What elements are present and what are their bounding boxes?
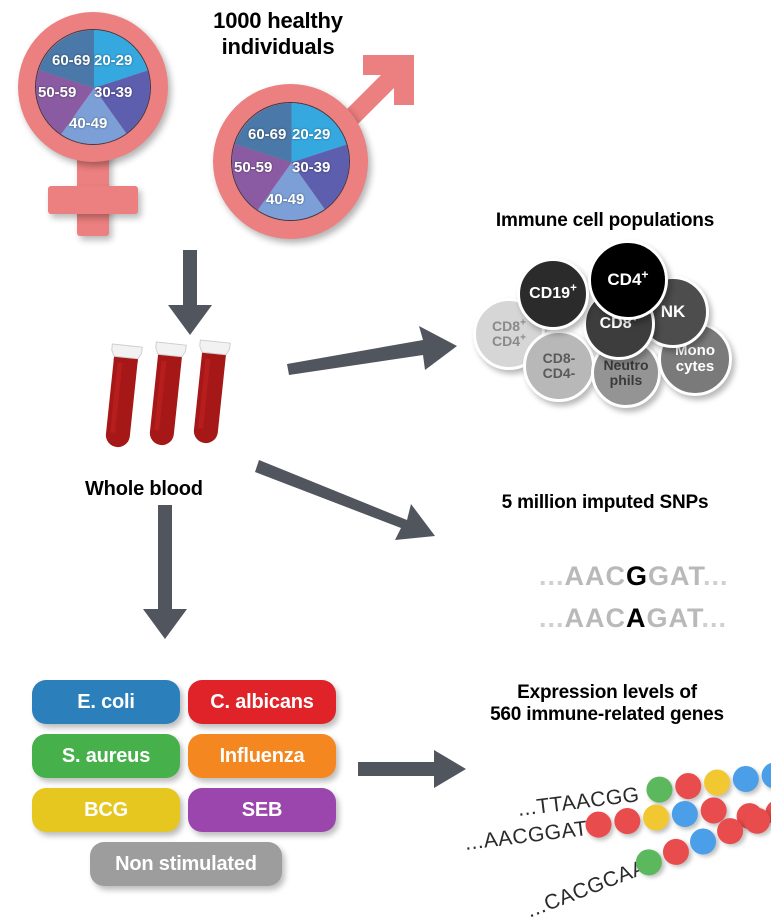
cell-nk-label: NK [660,302,686,322]
cell-monocytes-label: Mono cytes [675,342,715,375]
female-symbol-crossbar [48,186,138,214]
female-symbol: 20-29 30-39 40-49 50-59 60-69 [10,8,185,238]
immune-cells-cluster: CD8+ CD4+ CD8- CD4- Neutro phils Mono cytes … [455,240,755,410]
pie-slice-60-69 [234,103,292,163]
expression-bead [760,760,771,790]
pie-slice-20-29 [94,30,150,88]
whole-blood-group [95,335,255,455]
expression-strand-2-text: ...AACGGAT [463,817,589,855]
cell-cd19-pos-label: CD19+ [529,282,577,302]
pie-slice-20-29 [291,103,349,163]
stimulus-bcg[interactable]: BCG [32,788,180,832]
expression-strand-3-text: ...CACGCAA [523,855,650,922]
expression-bead [673,771,703,801]
stimulus-non-stimulated[interactable]: Non stimulated [90,842,282,886]
cohort-headline: 1000 healthy individuals [180,8,376,60]
arrow-blood-to-immune-shape [287,326,457,375]
pie-slice-50-59 [232,144,292,212]
cell-cd8neg-cd4neg: CD8- CD4- [523,330,595,402]
male-pie-svg [232,103,349,220]
snp-2-suffix: ... [701,603,728,633]
male-age-pie: 20-29 30-39 40-49 50-59 60-69 [231,102,350,221]
stimulus-seb[interactable]: SEB [188,788,336,832]
pie-slice-40-49 [256,162,327,220]
arrow-stimuli-to-expression-shape [358,750,466,788]
snp-1-prefix: ... [539,561,565,591]
expression-bead [731,764,761,794]
male-symbol: 20-29 30-39 40-49 50-59 60-69 [195,45,430,255]
expression-strands: ...TTAACGG ...AACGGAT ...CACGCAA [440,740,771,922]
stimulus-c-albicans[interactable]: C. albicans [188,680,336,724]
stimulus-influenza[interactable]: Influenza [188,734,336,778]
arrow-stimuli-to-expression [358,750,466,788]
stimuli-panel: E. coli C. albicans S. aureus Influenza … [30,680,340,890]
expression-bead [702,768,732,798]
arrow-blood-to-immune [287,326,457,375]
snp-sequence-2: ...AACAGAT... [488,572,727,665]
snp-1-variant: G [626,561,649,591]
expression-bead [644,775,674,805]
pie-slice-60-69 [38,30,94,88]
female-pie-svg [36,30,150,144]
arrow-blood-to-snps [255,460,435,540]
female-age-pie: 20-29 30-39 40-49 50-59 60-69 [35,29,151,145]
snps-sequences: ...AACGGAT... ...AACAGAT... [470,530,755,633]
snp-sequence-1: ...AACGGAT... [488,530,729,623]
cell-cd8neg-cd4neg-label: CD8- CD4- [542,350,576,381]
expression-title-line2: 560 immune-related genes [490,704,724,726]
cohort-headline-line1: 1000 healthy [213,8,343,33]
blood-tube-2 [143,338,189,453]
cell-cd8pos-cd4pos-label: CD8+ CD4+ [492,317,526,349]
cell-monocytes: Mono cytes [658,322,732,396]
pie-slice-30-39 [291,144,349,212]
arrow-blood-to-stimuli [143,505,187,639]
arrow-blood-to-stimuli-shape [143,505,187,639]
snp-1-left: AAC [564,561,627,591]
cell-cd19-pos: CD19+ [517,258,589,330]
blood-tube-1-svg [105,343,143,448]
pie-slice-40-49 [59,88,129,144]
whole-blood-label: Whole blood [85,478,203,500]
cell-neutrophils-label: Neutro phils [603,357,649,388]
expression-bead [612,806,642,836]
snp-2-left: AAC [564,603,627,633]
arrow-blood-to-snps-shape [255,460,435,540]
expression-bead [670,799,700,829]
pie-slice-50-59 [36,70,94,136]
immune-cells-title: Immune cell populations [495,210,715,231]
cell-cd4-pos: CD4+ [588,240,668,320]
snp-1-right: GAT [648,561,704,591]
blood-tube-3 [187,336,233,451]
expression-bead [641,803,671,832]
expression-bead [659,835,693,869]
stimulus-e-coli[interactable]: E. coli [32,680,180,724]
arrow-cohort-to-blood-shape [168,250,212,335]
arrow-cohort-to-blood [168,250,212,335]
cell-cd4-pos-label: CD4+ [607,267,649,290]
blood-tube-2-svg [149,341,187,446]
snp-1-suffix: ... [703,561,729,591]
pie-slice-30-39 [94,70,150,136]
stimulus-s-aureus[interactable]: S. aureus [32,734,180,778]
expression-title: Expression levels of 560 immune-related … [452,682,762,727]
snps-title: 5 million imputed SNPs [501,492,709,513]
snp-2-variant: A [626,603,647,633]
snp-2-right: GAT [646,603,702,633]
snp-2-prefix: ... [539,603,565,633]
blood-tube-1 [99,340,145,455]
expression-title-line1: Expression levels of [517,682,697,703]
cohort-headline-line2: individuals [221,33,335,59]
blood-tube-3-svg [193,339,231,444]
